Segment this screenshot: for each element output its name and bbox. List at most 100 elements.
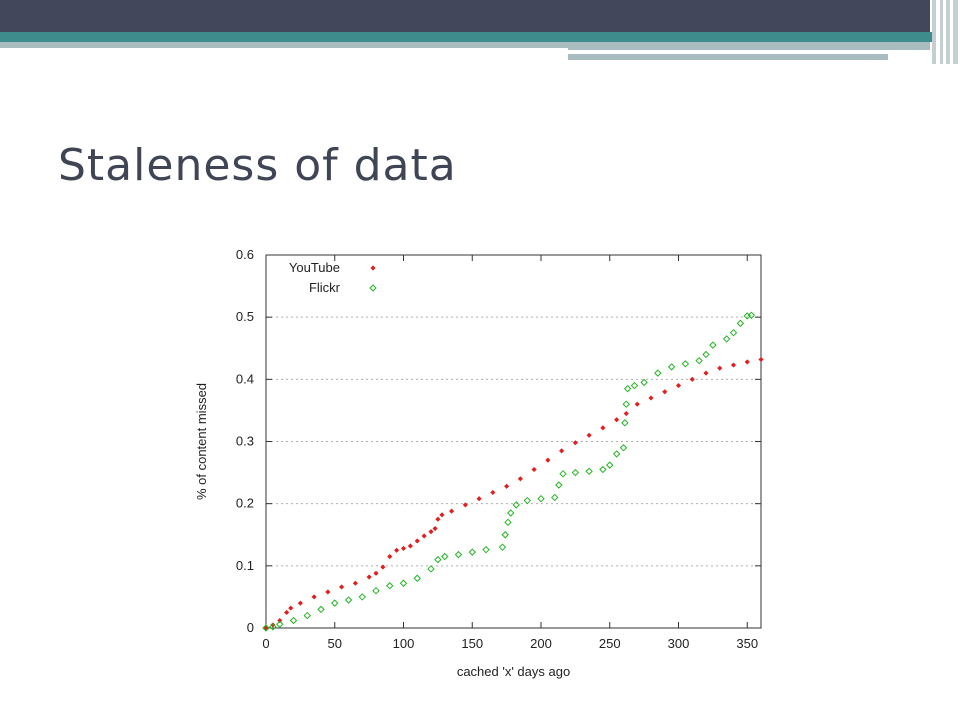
flickr-point [736,319,745,328]
youtube-point [703,370,709,376]
x-tick-label: 50 [328,636,342,651]
youtube-point [311,594,317,600]
header-band-gray [568,42,930,50]
flickr-point [555,481,563,489]
flickr-point [386,582,394,590]
x-tick-label: 100 [393,636,415,651]
youtube-point [623,410,629,417]
y-tick-label: 0.3 [236,434,254,449]
flickr-point [709,341,717,349]
youtube-point [400,545,407,551]
youtube-point [432,525,438,532]
flickr-point [722,335,731,343]
youtube-point [504,483,510,489]
flickr-point [630,381,639,390]
flickr-point [571,468,580,477]
flickr-point [667,363,676,371]
y-tick-label: 0 [247,620,254,635]
flickr-point [498,543,507,551]
flickr-point [612,450,621,458]
flickr-point [317,605,325,614]
youtube-point [572,440,578,446]
slide-title: Staleness of data [58,140,457,191]
youtube-point [689,376,695,382]
x-tick-label: 200 [530,636,552,651]
youtube-point [380,564,386,570]
flickr-point [747,311,756,320]
youtube-point [373,570,379,576]
flickr-point [551,493,559,502]
youtube-point [730,362,737,368]
youtube-point [490,489,496,496]
flickr-point [372,586,380,595]
flickr-point [501,531,509,539]
header-corner-stripe [932,0,936,64]
flickr-point [358,593,366,601]
youtube-point [366,574,372,580]
youtube-point [421,533,427,539]
x-tick-label: 0 [262,636,269,651]
youtube-point [297,600,303,606]
youtube-point [263,625,269,631]
header-band-gray [0,42,568,48]
youtube-point [277,617,283,624]
flickr-point [623,384,632,393]
header-band-line [568,50,888,52]
youtube-point [435,516,441,522]
header-decoration [0,0,960,64]
flickr-point [622,400,630,408]
youtube-point [758,356,764,363]
legend-label: Flickr [309,280,341,295]
youtube-point [387,553,393,560]
flickr-point [559,470,567,478]
youtube-point [284,609,290,616]
header-corner-stripe [953,0,958,64]
youtube-point [634,401,640,407]
flickr-point [585,467,593,476]
x-tick-label: 300 [668,636,690,651]
youtube-point [339,584,345,590]
flickr-point [695,356,703,365]
flickr-point [640,378,648,387]
youtube-point [270,622,276,628]
header-band-teal [0,32,932,42]
youtube-point [662,389,668,395]
flickr-point [504,518,512,527]
y-axis-label: % of content missed [194,383,209,500]
flickr-point [537,494,545,503]
youtube-point [586,432,592,438]
legend-marker [370,265,376,271]
youtube-point [517,476,523,482]
flickr-point [427,565,435,573]
x-axis-label: cached 'x' days ago [457,664,570,679]
flickr-point [434,555,442,564]
flickr-point [454,550,463,559]
y-tick-label: 0.6 [236,247,254,262]
flickr-point [482,545,490,554]
flickr-point [523,496,531,505]
x-tick-label: 150 [461,636,483,651]
youtube-point [531,466,537,473]
flickr-point [621,419,629,427]
youtube-point [428,529,434,535]
youtube-point [476,496,482,502]
flickr-point [619,444,628,452]
flickr-point [507,509,515,517]
flickr-point [468,548,476,556]
youtube-point [600,425,606,431]
x-tick-label: 350 [736,636,758,651]
flickr-point [399,579,408,587]
youtube-point [717,365,723,371]
youtube-point [288,605,294,611]
flickr-point [729,329,738,337]
flickr-point [331,599,339,607]
youtube-point [559,448,565,454]
flickr-point [606,461,614,469]
youtube-point [545,457,551,463]
flickr-point [289,616,298,625]
flickr-point [599,465,607,474]
youtube-point [414,538,420,544]
flickr-point [681,360,690,368]
youtube-point [744,359,750,365]
legend-marker [369,284,377,292]
